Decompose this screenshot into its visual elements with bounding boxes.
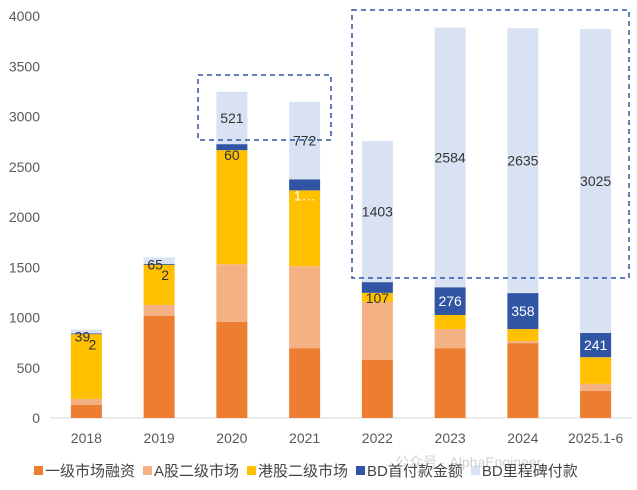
legend-item: BD首付款金额: [356, 460, 463, 481]
data-label: 3025: [580, 173, 611, 189]
data-label: 65: [147, 257, 163, 273]
bar-1: [580, 383, 612, 391]
bar-4: [143, 257, 175, 265]
bar-2: [216, 150, 248, 265]
bar-3: [580, 332, 612, 358]
legend-swatch: [34, 466, 43, 475]
bar-0: [580, 390, 612, 418]
bar-2: [361, 292, 393, 302]
bar-2: [70, 333, 102, 399]
y-tick-label: 0: [32, 410, 40, 426]
bar-0: [289, 348, 321, 418]
bar-1: [507, 341, 539, 344]
data-label: 2635: [507, 153, 538, 169]
bar-0: [216, 322, 248, 418]
bar-1: [216, 264, 248, 323]
bar-2: [289, 190, 321, 267]
bar-3: [143, 264, 175, 265]
legend-label: 一级市场融资: [45, 463, 136, 480]
bar-2: [507, 329, 539, 342]
y-tick-label: 4000: [9, 8, 40, 24]
bar-3: [289, 179, 321, 191]
bar-0: [361, 360, 393, 418]
legend-swatch: [470, 466, 480, 475]
data-label: 276: [438, 293, 462, 309]
bar-2: [434, 314, 466, 330]
legend-label: 港股二级市场: [258, 463, 349, 480]
data-label: 521: [220, 110, 244, 126]
y-tick-label: 2500: [9, 159, 40, 175]
data-label: 2: [88, 337, 96, 353]
bar-1: [70, 398, 102, 405]
y-tick-label: 3000: [9, 109, 40, 125]
legend-label: A股二级市场: [154, 463, 240, 480]
data-label: 772: [293, 133, 317, 149]
bar-1: [143, 304, 175, 316]
legend-label: BD首付款金额: [367, 463, 463, 480]
y-tick-label: 3500: [9, 58, 40, 74]
data-label: 107: [366, 290, 390, 306]
legend-swatch: [247, 466, 257, 475]
bar-3: [216, 144, 248, 151]
bar-3: [507, 293, 539, 330]
legend-swatch: [143, 466, 153, 475]
highlight-box: [197, 74, 332, 141]
legend-item: 一级市场融资: [34, 460, 135, 481]
chart-plot: 0500100015002000250030003500400023920182…: [9, 8, 632, 446]
data-label: 2: [161, 267, 169, 283]
legend-swatch: [356, 466, 366, 475]
bar-0: [143, 315, 175, 418]
y-tick-label: 1000: [9, 310, 40, 326]
legend-item: A股二级市场: [143, 460, 239, 481]
x-tick-label: 2022: [362, 430, 393, 446]
bar-2: [580, 357, 612, 384]
data-label: 39: [75, 328, 91, 344]
bar-4: [216, 91, 248, 145]
bar-4: [507, 28, 539, 294]
highlight-box: [351, 9, 630, 279]
bar-4: [580, 28, 612, 333]
bar-3: [361, 282, 393, 293]
data-label: 241: [584, 337, 608, 353]
legend-label: BD里程碑付款: [481, 463, 578, 480]
y-tick-label: 2000: [9, 209, 40, 225]
bar-0: [434, 348, 466, 418]
bar-4: [70, 329, 102, 334]
x-tick-label: 2020: [216, 430, 247, 446]
y-tick-label: 500: [17, 360, 41, 376]
legend-item: BD里程碑付款: [470, 460, 578, 481]
legend: 一级市场融资 A股二级市场 港股二级市场 BD首付款金额 BD里程碑付款: [34, 460, 578, 481]
bar-3: [434, 287, 466, 315]
data-label: 358: [511, 303, 535, 319]
data-label: 60: [224, 147, 240, 163]
x-tick-label: 2025.1-6: [568, 430, 623, 446]
bar-0: [507, 343, 539, 418]
x-tick-label: 2019: [144, 430, 175, 446]
data-label: 1403: [362, 204, 393, 220]
bar-3: [70, 333, 102, 335]
bar-1: [361, 301, 393, 361]
bar-1: [434, 329, 466, 349]
watermark: 公众号 · AlphaEngineer: [395, 454, 542, 470]
data-label: 2584: [435, 149, 466, 165]
x-tick-label: 2021: [289, 430, 320, 446]
x-tick-label: 2023: [435, 430, 466, 446]
legend-item: 港股二级市场: [247, 460, 348, 481]
y-tick-label: 1500: [9, 259, 40, 275]
bar-1: [289, 266, 321, 349]
bar-4: [361, 141, 393, 283]
data-label: 1…: [294, 187, 316, 203]
bar-4: [434, 27, 466, 288]
bar-0: [70, 404, 102, 418]
bar-2: [143, 264, 175, 305]
x-tick-label: 2018: [71, 430, 102, 446]
x-tick-label: 2024: [507, 430, 538, 446]
